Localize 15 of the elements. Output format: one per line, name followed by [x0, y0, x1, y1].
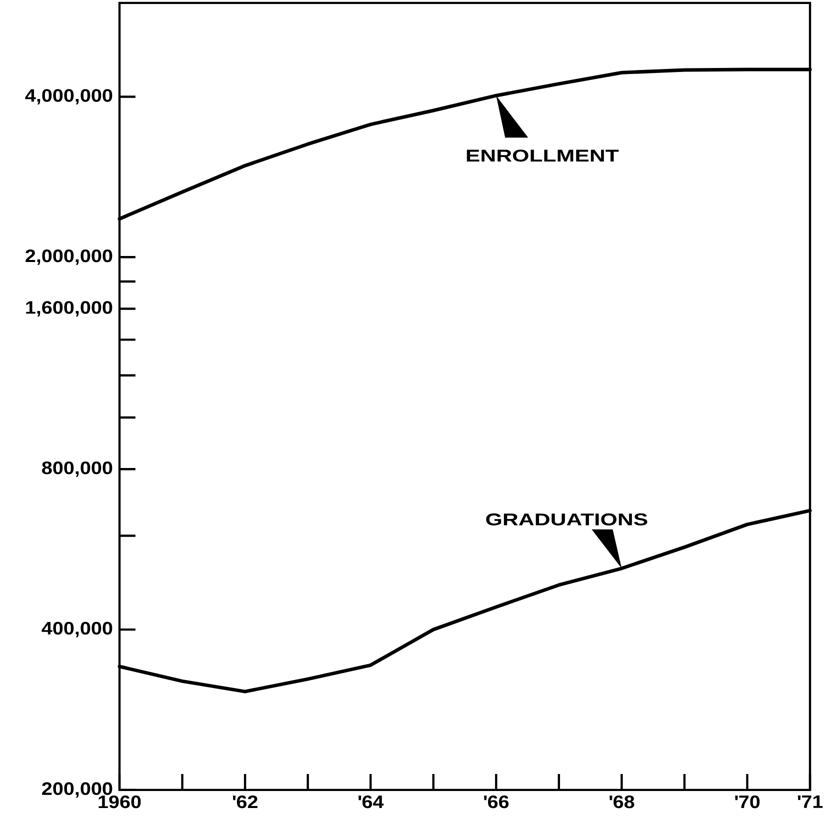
y-tick-label: 400,000: [42, 622, 112, 638]
x-tick-label: 1960: [98, 795, 141, 808]
y-tick-label: 1,600,000: [26, 301, 112, 316]
series-label: GRADUATIONS: [486, 513, 648, 526]
y-tick-label: 4,000,000: [25, 89, 112, 104]
x-tick-label: '64: [358, 795, 384, 808]
text: ENROLLMENT: [466, 150, 619, 162]
y-tick-label: 800,000: [42, 461, 112, 477]
y-tick-label: 200,000: [42, 782, 112, 798]
x-tick-label: '62: [232, 795, 258, 808]
x-tick-label: '66: [484, 795, 509, 808]
x-tick-label: '70: [735, 795, 760, 808]
x-tick-label: '71: [798, 795, 823, 808]
y-tick-label: 2,000,000: [26, 249, 112, 265]
x-tick-label: '68: [610, 795, 634, 808]
